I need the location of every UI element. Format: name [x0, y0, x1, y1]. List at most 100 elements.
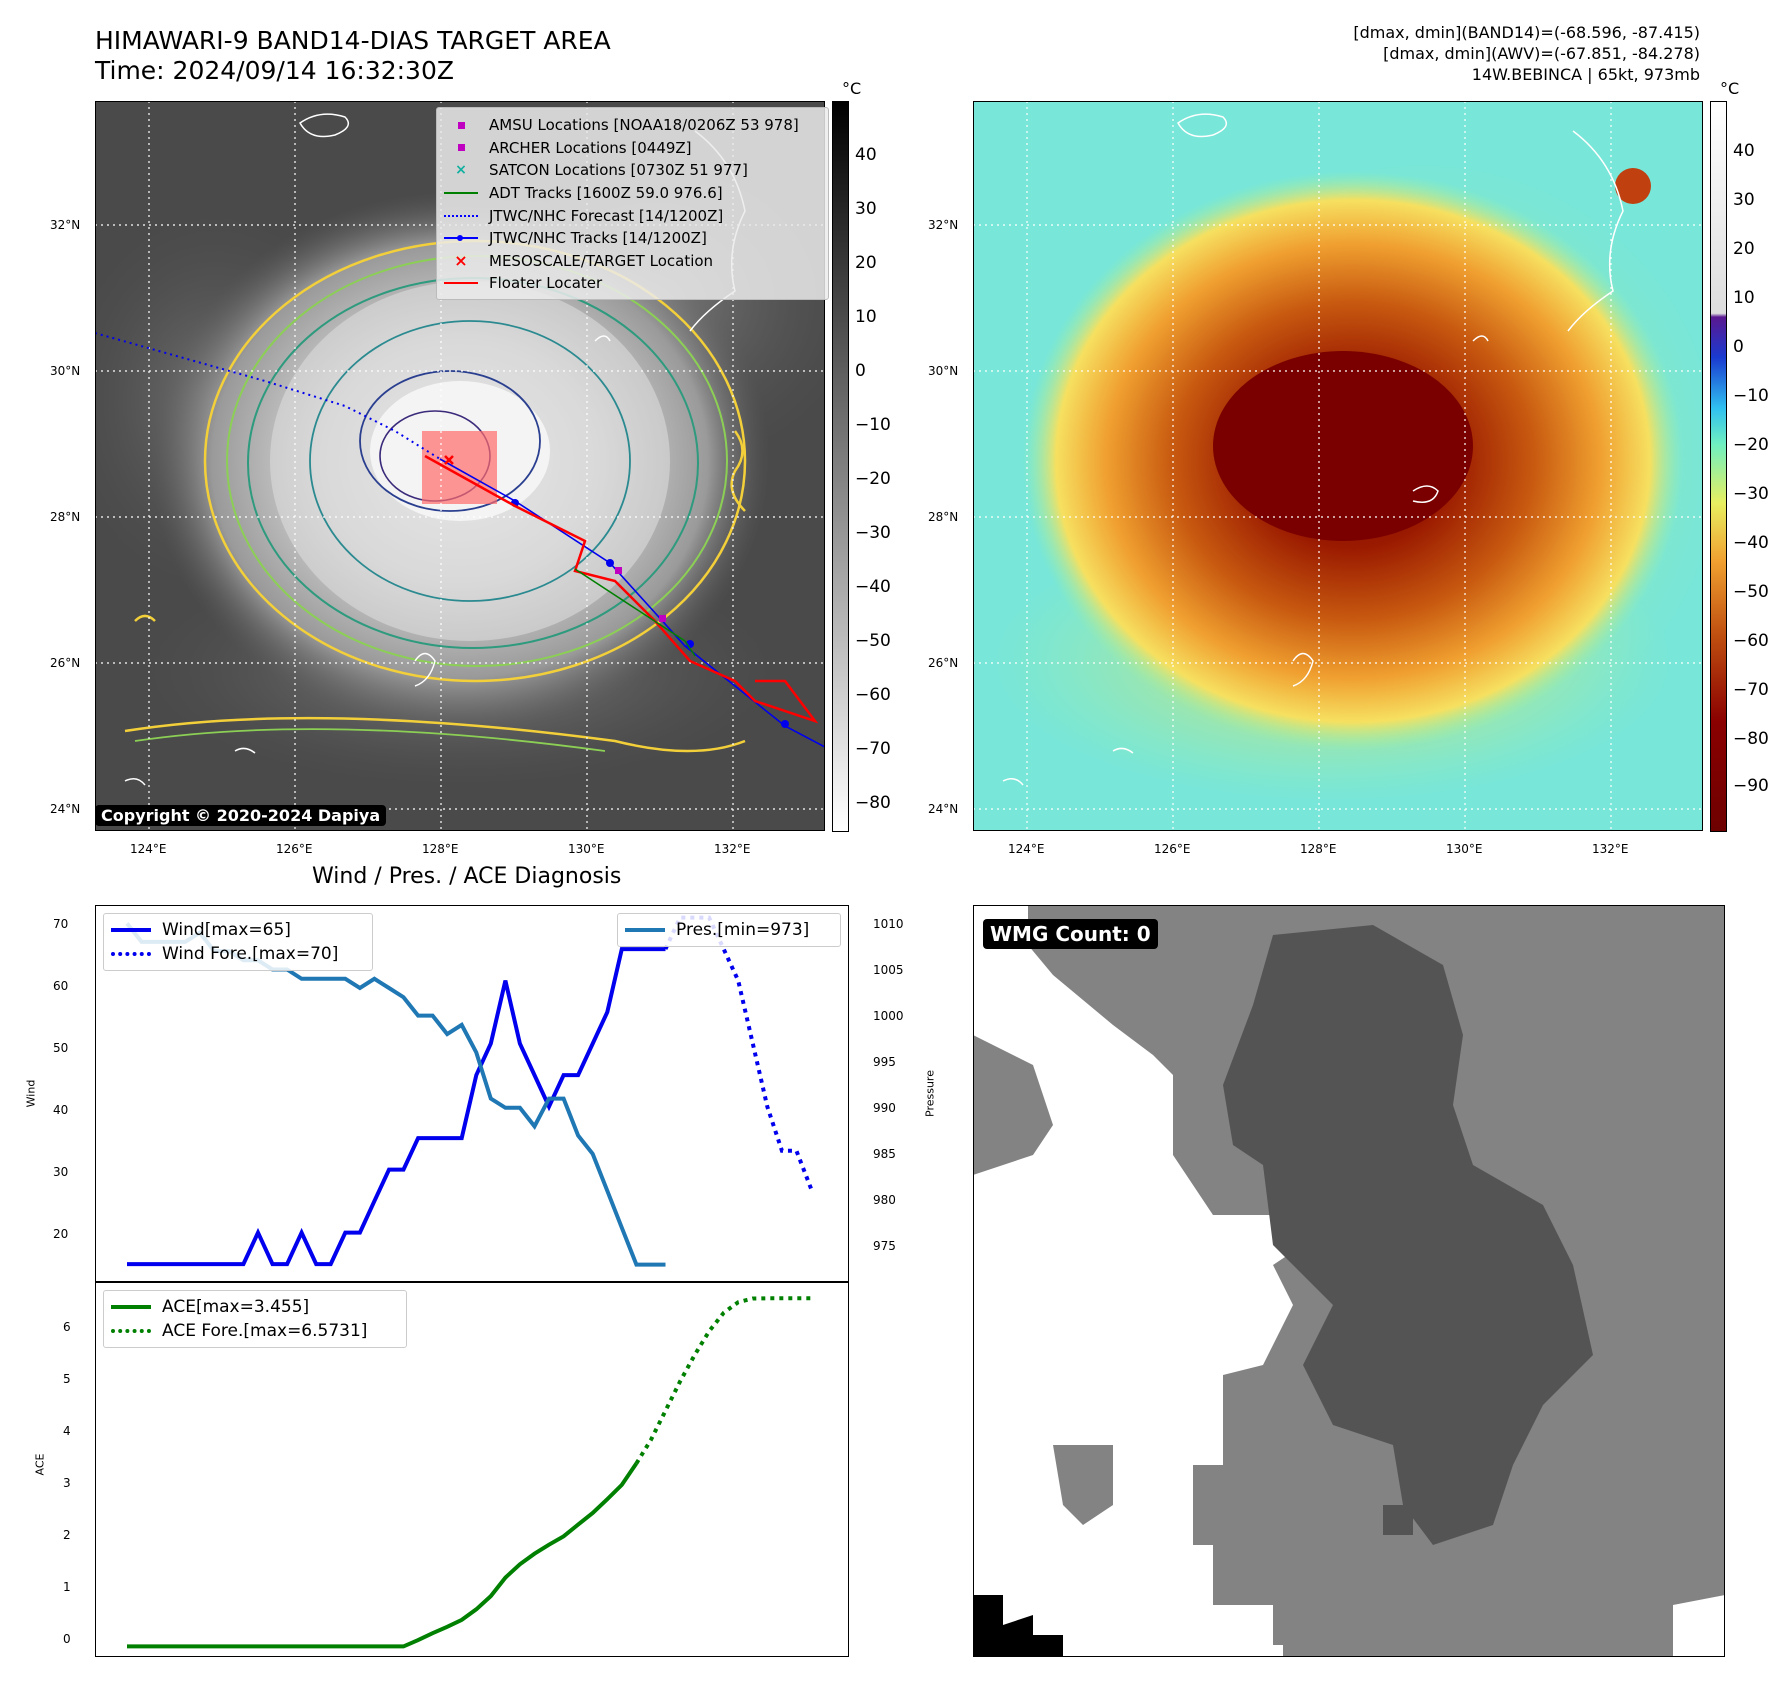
ace-ytick-1: 1 — [63, 1580, 71, 1594]
figure-title: HIMAWARI-9 BAND14-DIAS TARGET AREA — [95, 26, 611, 55]
cbg-tick-m80: −80 — [855, 793, 891, 813]
lon-label-128: 128°E — [422, 842, 459, 856]
cbg-tick-m60: −60 — [855, 685, 891, 705]
ace-chart-frame — [95, 1281, 849, 1657]
ace-ytick-0: 0 — [63, 1632, 71, 1646]
storm-info: 14W.BEBINCA | 65kt, 973mb — [1471, 65, 1700, 84]
ir-map-color-frame — [973, 101, 1703, 831]
wind-ytick-30: 30 — [53, 1165, 69, 1179]
cbc-tick-m40: −40 — [1733, 533, 1769, 553]
legend-archer: ARCHER Locations [0449Z] — [443, 137, 822, 160]
lat2-label-28: 28°N — [928, 510, 959, 524]
legend-adt: ADT Tracks [1600Z 59.0 976.6] — [443, 182, 822, 205]
legend-ace: ACE[max=3.455] — [104, 1295, 406, 1319]
copyright-badge: Copyright © 2020-2024 Dapiya — [95, 805, 387, 826]
legend-wind-fore: Wind Fore.[max=70] — [104, 942, 372, 966]
wind-ytick-50: 50 — [53, 1041, 69, 1055]
lon2-label-132: 132°E — [1592, 842, 1629, 856]
wmg-count-badge: WMG Count: 0 — [983, 919, 1158, 949]
cbg-tick-m70: −70 — [855, 739, 891, 759]
wind-ytick-60: 60 — [53, 979, 69, 993]
cbc-tick-m90: −90 — [1733, 776, 1769, 796]
lat-label-28: 28°N — [50, 510, 81, 524]
ace-ytick-3: 3 — [63, 1476, 71, 1490]
legend-jtwc-tracks: JTWC/NHC Tracks [14/1200Z] — [443, 227, 822, 250]
lon2-label-124: 124°E — [1008, 842, 1045, 856]
cbg-tick-m40: −40 — [855, 577, 891, 597]
legend-pressure: Pres.[min=973] — [618, 918, 840, 942]
cbc-tick-0: 0 — [1733, 337, 1744, 357]
dmax-band14: [dmax, dmin](BAND14)=(-68.596, -87.415) — [1353, 23, 1700, 42]
lat2-label-32: 32°N — [928, 218, 959, 232]
cbc-tick-m20: −20 — [1733, 435, 1769, 455]
pres-ytick-985: 985 — [873, 1147, 896, 1161]
cbg-tick-20: 20 — [855, 253, 877, 273]
ace-chart — [127, 1296, 811, 1649]
colorbar-gray — [832, 101, 849, 832]
lat-label-24: 24°N — [50, 802, 81, 816]
pres-ytick-1010: 1010 — [873, 917, 904, 931]
pressure-legend: Pres.[min=973] — [617, 913, 841, 947]
lat-label-30: 30°N — [50, 364, 81, 378]
wmg-panel — [973, 905, 1725, 1657]
pres-ytick-980: 980 — [873, 1193, 896, 1207]
lon2-label-128: 128°E — [1300, 842, 1337, 856]
ir-map-frame — [95, 101, 825, 831]
cbc-tick-m10: −10 — [1733, 386, 1769, 406]
pres-ytick-1000: 1000 — [873, 1009, 904, 1023]
wind-chart-frame — [95, 905, 849, 1283]
legend-ace-fore: ACE Fore.[max=6.5731] — [104, 1319, 406, 1343]
figure-time: Time: 2024/09/14 16:32:30Z — [95, 56, 454, 85]
cbg-tick-m10: −10 — [855, 415, 891, 435]
lon2-label-130: 130°E — [1446, 842, 1483, 856]
lat2-label-26: 26°N — [928, 656, 959, 670]
cbc-tick-m80: −80 — [1733, 729, 1769, 749]
cbc-tick-30: 30 — [1733, 190, 1755, 210]
ace-series-0 — [127, 1462, 639, 1649]
cbg-tick-m50: −50 — [855, 631, 891, 651]
ace-series-1 — [634, 1296, 811, 1465]
legend-jtwc-forecast: JTWC/NHC Forecast [14/1200Z] — [443, 204, 822, 227]
wind-series-0 — [127, 947, 666, 1267]
pres-ytick-975: 975 — [873, 1239, 896, 1253]
ace-ytick-5: 5 — [63, 1372, 71, 1386]
pressure-ylabel: Pressure — [923, 1070, 937, 1117]
cbg-tick-m20: −20 — [855, 469, 891, 489]
lon-label-126: 126°E — [276, 842, 313, 856]
cbg-tick-30: 30 — [855, 199, 877, 219]
colorbar-gray-unit: °C — [842, 79, 862, 98]
diagnosis-title: Wind / Pres. / ACE Diagnosis — [312, 864, 622, 889]
cbc-tick-40: 40 — [1733, 141, 1755, 161]
pres-ytick-990: 990 — [873, 1101, 896, 1115]
legend-satcon: × SATCON Locations [0730Z 51 977] — [455, 161, 748, 180]
cbc-tick-m70: −70 — [1733, 680, 1769, 700]
wmg-frame — [973, 905, 1725, 1657]
cbg-tick-0: 0 — [855, 361, 866, 381]
pres-ytick-1005: 1005 — [873, 963, 904, 977]
target-box — [422, 431, 497, 504]
ace-legend: ACE[max=3.455] ACE Fore.[max=6.5731] — [103, 1290, 407, 1348]
lon-label-130: 130°E — [568, 842, 605, 856]
ir-map-color — [973, 101, 1703, 831]
cbg-tick-10: 10 — [855, 307, 877, 327]
lat2-label-24: 24°N — [928, 802, 959, 816]
pres-ytick-995: 995 — [873, 1055, 896, 1069]
ace-ylabel: ACE — [33, 1453, 47, 1476]
lon-label-132: 132°E — [714, 842, 751, 856]
wind-legend: Wind[max=65] Wind Fore.[max=70] — [103, 913, 373, 971]
lat-label-26: 26°N — [50, 656, 81, 670]
cbc-tick-m30: −30 — [1733, 484, 1769, 504]
colorbar-color-unit: °C — [1720, 79, 1740, 98]
cbg-tick-40: 40 — [855, 145, 877, 165]
colorbar-color — [1710, 101, 1727, 832]
lon2-label-126: 126°E — [1154, 842, 1191, 856]
cbc-tick-m50: −50 — [1733, 582, 1769, 602]
wind-ylabel: Wind — [24, 1079, 38, 1108]
wind-ytick-40: 40 — [53, 1103, 69, 1117]
cbg-tick-m30: −30 — [855, 523, 891, 543]
lon-label-124: 124°E — [130, 842, 167, 856]
lat2-label-30: 30°N — [928, 364, 959, 378]
wind-ytick-70: 70 — [53, 917, 69, 931]
ace-ytick-6: 6 — [63, 1320, 71, 1334]
map-legend: AMSU Locations [NOAA18/0206Z 53 978] ARC… — [436, 107, 829, 300]
